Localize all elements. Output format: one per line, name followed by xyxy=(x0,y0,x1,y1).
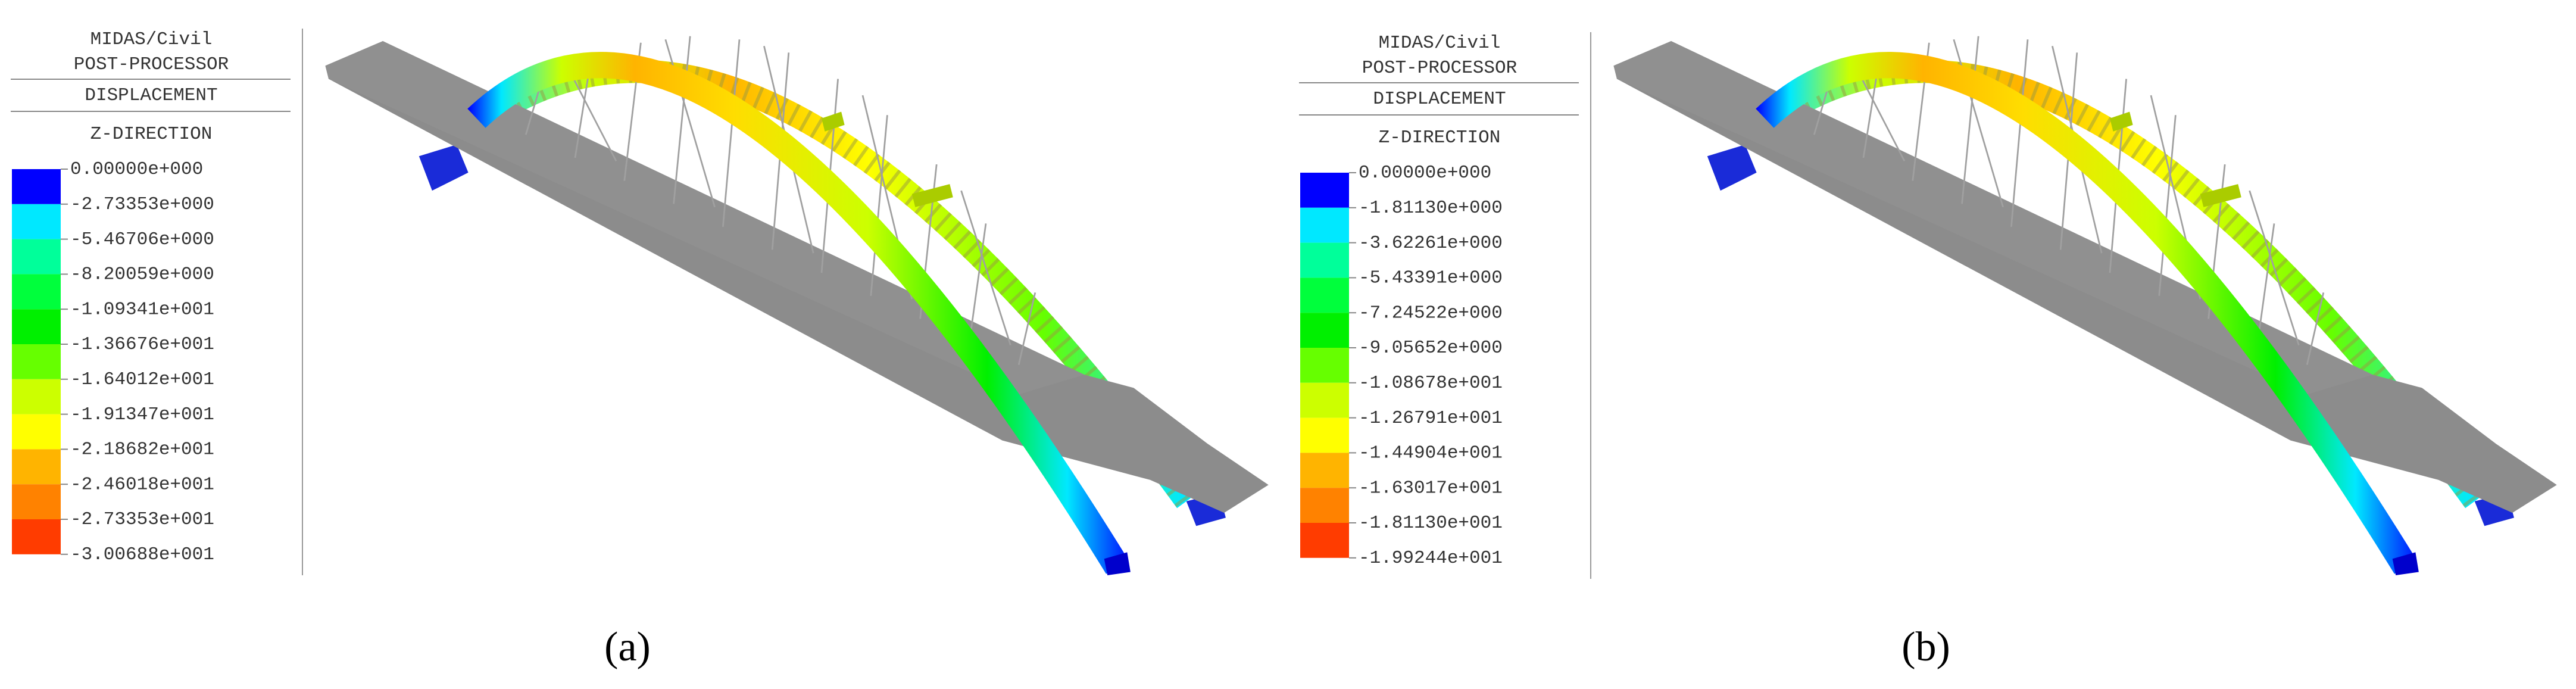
bridge-model xyxy=(325,36,1268,575)
legend-swatch xyxy=(12,449,61,485)
legend-swatch xyxy=(1300,173,1349,208)
legend-level: -7.24522e+000 xyxy=(1359,303,1503,323)
panel-caption: (a) xyxy=(604,624,651,670)
legend-swatch xyxy=(1300,382,1349,418)
legend-level: -1.99244e+001 xyxy=(1359,548,1503,569)
legend-level: -1.09341e+001 xyxy=(70,299,214,320)
legend-swatch xyxy=(12,239,61,275)
legend-header: MIDAS/Civil xyxy=(1379,33,1501,54)
legend-swatch xyxy=(1300,313,1349,348)
legend-level: -3.00688e+001 xyxy=(70,544,214,565)
legend-swatch xyxy=(12,274,61,310)
legend-level: -1.81130e+001 xyxy=(1359,513,1503,534)
legend-component: Z-DIRECTION xyxy=(1379,127,1501,148)
legend-swatch xyxy=(1300,242,1349,278)
legend-level: -5.46706e+000 xyxy=(70,229,214,250)
legend-panel: MIDAS/Civil POST-PROCESSOR DISPLACEMENT Z-D… xyxy=(1299,32,1591,579)
legend-level: -1.63017e+001 xyxy=(1359,478,1503,498)
legend-level: 0.00000e+000 xyxy=(70,159,203,180)
legend-component: Z-DIRECTION xyxy=(90,124,213,145)
legend-swatch xyxy=(12,414,61,450)
legend-level: -2.73353e+000 xyxy=(70,194,214,215)
legend-level: -1.81130e+000 xyxy=(1359,198,1503,219)
legend-swatch xyxy=(1300,278,1349,313)
legend-level: -3.62261e+000 xyxy=(1359,233,1503,254)
legend-swatch xyxy=(1300,348,1349,383)
legend-swatch xyxy=(12,204,61,239)
legend-swatch xyxy=(1300,417,1349,453)
legend-header: MIDAS/Civil xyxy=(90,29,213,50)
legend-swatch xyxy=(12,344,61,379)
legend-swatch xyxy=(12,169,61,204)
legend-result: DISPLACEMENT xyxy=(1373,89,1506,110)
legend-header: POST-PROCESSOR xyxy=(1362,58,1517,79)
legend-swatch xyxy=(12,309,61,344)
panel-caption: (b) xyxy=(1901,624,1950,670)
legend-level: -1.26791e+001 xyxy=(1359,408,1503,429)
legend-level: -1.44904e+001 xyxy=(1359,443,1503,464)
legend-header: POST-PROCESSOR xyxy=(74,54,229,75)
legend-swatch xyxy=(1300,488,1349,523)
legend-level: -8.20059e+000 xyxy=(70,264,214,285)
legend-level: -1.36676e+001 xyxy=(70,334,214,355)
legend-result: DISPLACEMENT xyxy=(85,85,217,106)
legend-swatch xyxy=(12,484,61,519)
bridge-model xyxy=(1613,36,2556,575)
legend-level: -1.91347e+001 xyxy=(70,404,214,425)
legend-swatch xyxy=(1300,207,1349,243)
legend-level: 0.00000e+000 xyxy=(1359,163,1491,183)
legend-swatch xyxy=(12,519,61,554)
legend-swatch xyxy=(12,379,61,414)
legend-panel: MIDAS/Civil POST-PROCESSOR DISPLACEMENT Z-D… xyxy=(11,29,303,575)
legend-level: -2.18682e+001 xyxy=(70,439,214,460)
legend-level: -2.73353e+001 xyxy=(70,509,214,530)
legend-swatch xyxy=(1300,523,1349,558)
legend-level: -9.05652e+000 xyxy=(1359,338,1503,358)
legend-level: -1.64012e+001 xyxy=(70,369,214,390)
legend-level: -2.46018e+001 xyxy=(70,474,214,495)
legend-level: -1.08678e+001 xyxy=(1359,373,1503,394)
legend-swatch xyxy=(1300,453,1349,488)
legend-level: -5.43391e+000 xyxy=(1359,268,1503,289)
